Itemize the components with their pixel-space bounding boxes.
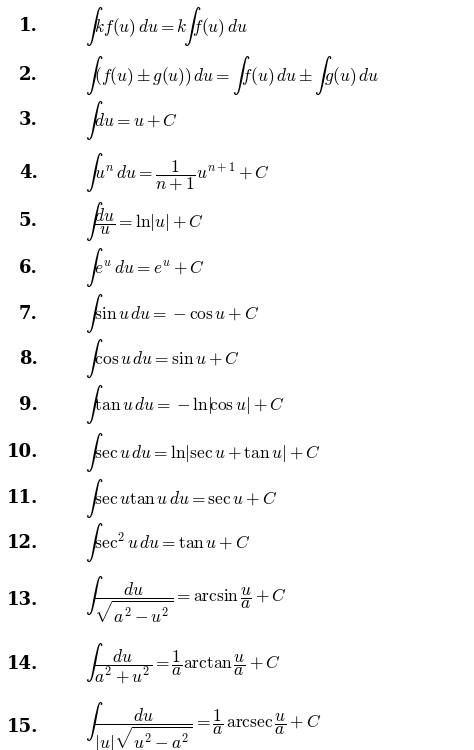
Text: $\int du = u + C$: $\int du = u + C$	[85, 98, 178, 142]
Text: 14.: 14.	[7, 655, 38, 673]
Text: 1.: 1.	[19, 17, 38, 35]
Text: 15.: 15.	[7, 718, 38, 736]
Text: $\int \cos u\,du = \sin u + C$: $\int \cos u\,du = \sin u + C$	[85, 337, 240, 380]
Text: 9.: 9.	[19, 396, 38, 414]
Text: 12.: 12.	[7, 534, 38, 552]
Text: $\int u^n\,du = \dfrac{1}{n+1}u^{n+1} + C$: $\int u^n\,du = \dfrac{1}{n+1}u^{n+1} + …	[85, 151, 271, 194]
Text: 3.: 3.	[19, 111, 38, 129]
Text: 13.: 13.	[7, 591, 38, 609]
Text: $\int \dfrac{du}{u} = \ln|u| + C$: $\int \dfrac{du}{u} = \ln|u| + C$	[85, 200, 204, 243]
Text: 4.: 4.	[19, 164, 38, 182]
Text: 2.: 2.	[19, 66, 38, 84]
Text: 10.: 10.	[7, 443, 38, 461]
Text: $\int \dfrac{du}{a^2 + u^2} = \dfrac{1}{a}\arctan\dfrac{u}{a} + C$: $\int \dfrac{du}{a^2 + u^2} = \dfrac{1}{…	[85, 641, 281, 686]
Text: $\int \sec u\tan u\,du = \sec u + C$: $\int \sec u\tan u\,du = \sec u + C$	[85, 476, 278, 520]
Text: $\int \tan u\,du = -\ln|\!\cos u| + C$: $\int \tan u\,du = -\ln|\!\cos u| + C$	[85, 383, 285, 427]
Text: 8.: 8.	[19, 350, 38, 368]
Text: $\int \dfrac{du}{|u|\sqrt{u^2 - a^2}} = \dfrac{1}{a}\,\mathrm{arcsec}\,\dfrac{u}: $\int \dfrac{du}{|u|\sqrt{u^2 - a^2}} = …	[85, 700, 321, 750]
Text: 5.: 5.	[19, 212, 38, 230]
Text: $\int \sin u\,du = -\cos u + C$: $\int \sin u\,du = -\cos u + C$	[85, 292, 260, 335]
Text: 11.: 11.	[7, 489, 38, 507]
Text: $\int \dfrac{du}{\sqrt{a^2 - u^2}} = \arcsin\dfrac{u}{a} + C$: $\int \dfrac{du}{\sqrt{a^2 - u^2}} = \ar…	[85, 574, 287, 626]
Text: $\int (f(u) \pm g(u))\,du = \int f(u)\,du \pm \int g(u)\,du$: $\int (f(u) \pm g(u))\,du = \int f(u)\,d…	[85, 53, 380, 97]
Text: $\int \sec u\,du = \ln|\sec u + \tan u| + C$: $\int \sec u\,du = \ln|\sec u + \tan u| …	[85, 430, 321, 474]
Text: 7.: 7.	[19, 304, 38, 322]
Text: $\int kf(u)\,du = k\!\int f(u)\,du$: $\int kf(u)\,du = k\!\int f(u)\,du$	[85, 4, 248, 48]
Text: 6.: 6.	[19, 259, 38, 277]
Text: $\int \sec^2 u\,du = \tan u + C$: $\int \sec^2 u\,du = \tan u + C$	[85, 521, 251, 565]
Text: $\int e^u\,du = e^u + C$: $\int e^u\,du = e^u + C$	[85, 246, 205, 290]
